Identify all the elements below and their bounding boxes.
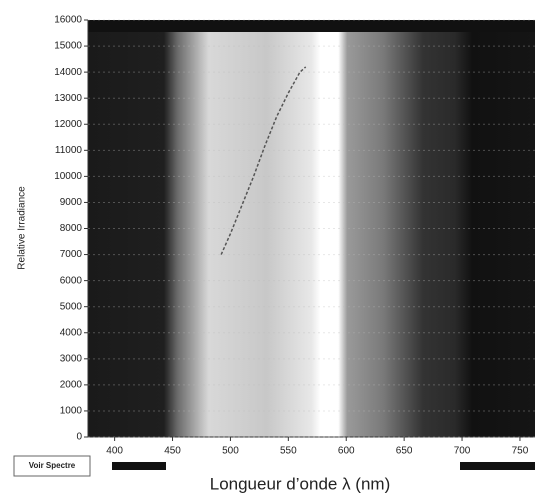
bar-right [460, 462, 535, 470]
y-tick-label: 15000 [54, 41, 82, 52]
top-band [88, 20, 535, 32]
x-tick-label: 550 [280, 446, 297, 457]
y-tick-label: 7000 [60, 249, 83, 260]
spectrum-background [88, 20, 535, 437]
x-tick-label: 450 [164, 446, 181, 457]
y-tick-label: 4000 [60, 327, 83, 338]
y-tick-label: 0 [76, 432, 82, 443]
y-axis-label: Relative Irradiance [17, 186, 28, 270]
x-tick-label: 650 [396, 446, 413, 457]
button-label[interactable]: Voir Spectre [29, 461, 76, 470]
x-axis-label: Longueur d’onde λ (nm) [210, 474, 391, 493]
bar-left [112, 462, 166, 470]
chart: Relative Irradiance Longueur d’onde λ (n… [0, 0, 535, 497]
y-tick-label: 11000 [55, 145, 83, 156]
y-tick-label: 3000 [60, 353, 83, 364]
y-tick-label: 10000 [54, 171, 82, 182]
y-tick-label: 5000 [60, 301, 83, 312]
y-tick-label: 1000 [60, 406, 83, 417]
x-tick-label: 750 [512, 446, 529, 457]
y-tick-label: 2000 [60, 380, 83, 391]
y-tick-label: 14000 [54, 67, 82, 78]
y-tick-label: 16000 [54, 15, 82, 26]
y-tick-label: 12000 [54, 119, 82, 130]
x-tick-label: 700 [454, 446, 471, 457]
x-tick-label: 400 [106, 446, 123, 457]
y-tick-label: 9000 [60, 197, 83, 208]
y-tick-label: 8000 [60, 223, 83, 234]
x-tick-label: 500 [222, 446, 239, 457]
y-tick-label: 13000 [54, 93, 82, 104]
y-tick-label: 6000 [60, 275, 83, 286]
x-tick-label: 600 [338, 446, 355, 457]
page: Relative Irradiance Longueur d’onde λ (n… [0, 0, 535, 497]
